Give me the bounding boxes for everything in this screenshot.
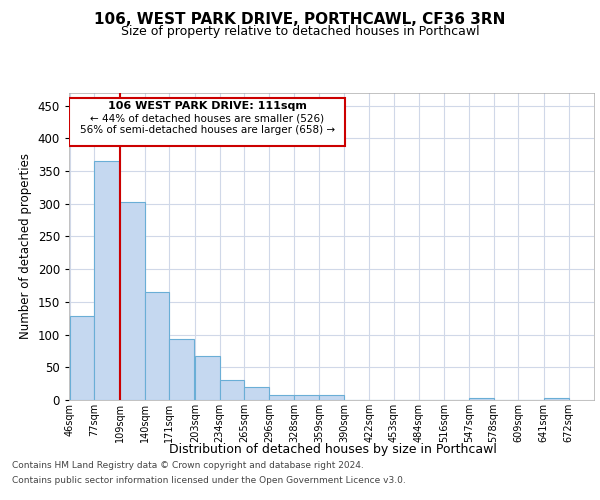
Y-axis label: Number of detached properties: Number of detached properties [19, 153, 32, 339]
FancyBboxPatch shape [70, 98, 346, 146]
Bar [269, 395, 293, 400]
Bar [195, 356, 220, 400]
Text: Contains public sector information licensed under the Open Government Licence v3: Contains public sector information licen… [12, 476, 406, 485]
Bar [244, 387, 269, 400]
Bar [295, 395, 319, 400]
Bar [469, 398, 494, 400]
Text: ← 44% of detached houses are smaller (526): ← 44% of detached houses are smaller (52… [91, 114, 325, 124]
Bar [169, 339, 194, 400]
Bar [94, 161, 119, 400]
Bar [544, 398, 569, 400]
Text: Contains HM Land Registry data © Crown copyright and database right 2024.: Contains HM Land Registry data © Crown c… [12, 461, 364, 470]
Text: Size of property relative to detached houses in Porthcawl: Size of property relative to detached ho… [121, 25, 479, 38]
Bar [220, 380, 244, 400]
Bar [319, 395, 344, 400]
Bar [145, 292, 169, 400]
Text: Distribution of detached houses by size in Porthcawl: Distribution of detached houses by size … [169, 442, 497, 456]
Text: 56% of semi-detached houses are larger (658) →: 56% of semi-detached houses are larger (… [80, 125, 335, 135]
Text: 106 WEST PARK DRIVE: 111sqm: 106 WEST PARK DRIVE: 111sqm [108, 101, 307, 111]
Bar [70, 316, 94, 400]
Text: 106, WEST PARK DRIVE, PORTHCAWL, CF36 3RN: 106, WEST PARK DRIVE, PORTHCAWL, CF36 3R… [94, 12, 506, 28]
Bar [120, 202, 145, 400]
